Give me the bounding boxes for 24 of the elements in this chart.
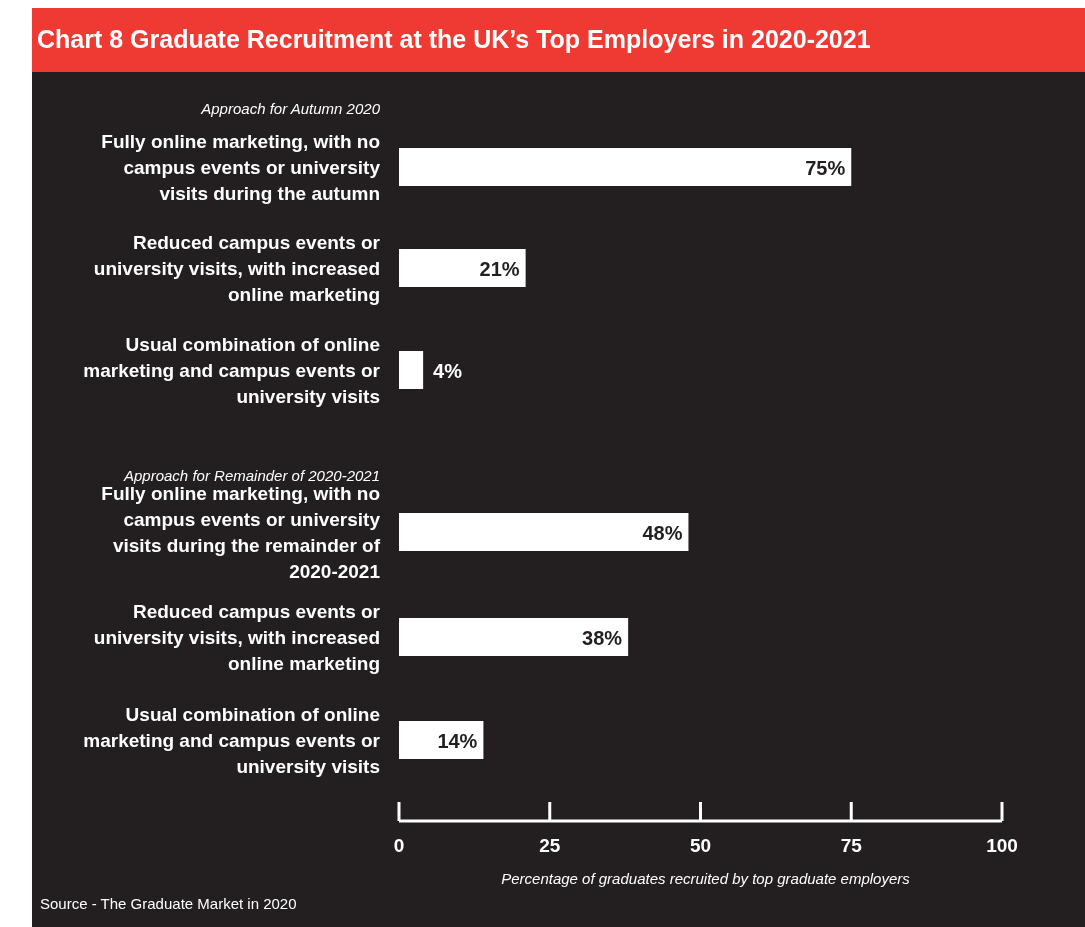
category-label: Fully online marketing, with no campus events or university visits during the autumn: [101, 131, 380, 204]
data-label: 38%: [582, 627, 623, 649]
category-label: Reduced campus events or university visits, with increased online marketing: [93, 232, 380, 305]
category-label: Reduced campus events or university visits, with increased online marketing: [93, 601, 380, 674]
data-label: 14%: [437, 730, 478, 752]
data-label: 4%: [433, 360, 463, 382]
x-tick-label: 0: [393, 835, 405, 856]
text: Approach for Remainder of 2020-2021: [123, 467, 380, 484]
bar: [399, 618, 629, 656]
data-label: 48%: [642, 522, 683, 544]
x-tick-label: 25: [539, 835, 561, 856]
bar: [399, 513, 689, 551]
data-label: 75%: [805, 157, 846, 179]
x-axis-title: Percentage of graduates recruited by top graduate employers: [501, 870, 911, 887]
x-tick-label: 100: [986, 835, 1018, 856]
category-label: Usual combination of online marketing and campus events or university visits: [83, 704, 380, 777]
chart-title: Chart 8 Graduate Recruitment at the UK’s Top Employers in 2020-2021: [37, 25, 871, 53]
category-label: Fully online marketing, with no campus events or university visits during the remainder of 2020-2021: [101, 483, 380, 582]
category-label: Usual combination of online marketing and campus events or university visits: [83, 334, 380, 407]
x-tick-label: 50: [689, 835, 712, 856]
source-note: Source - The Graduate Market in 2020: [40, 895, 297, 912]
data-label: 21%: [479, 258, 520, 280]
chart-subtitle: Approach for Autumn 2020: [200, 100, 381, 117]
x-tick-label: 75: [840, 835, 863, 856]
